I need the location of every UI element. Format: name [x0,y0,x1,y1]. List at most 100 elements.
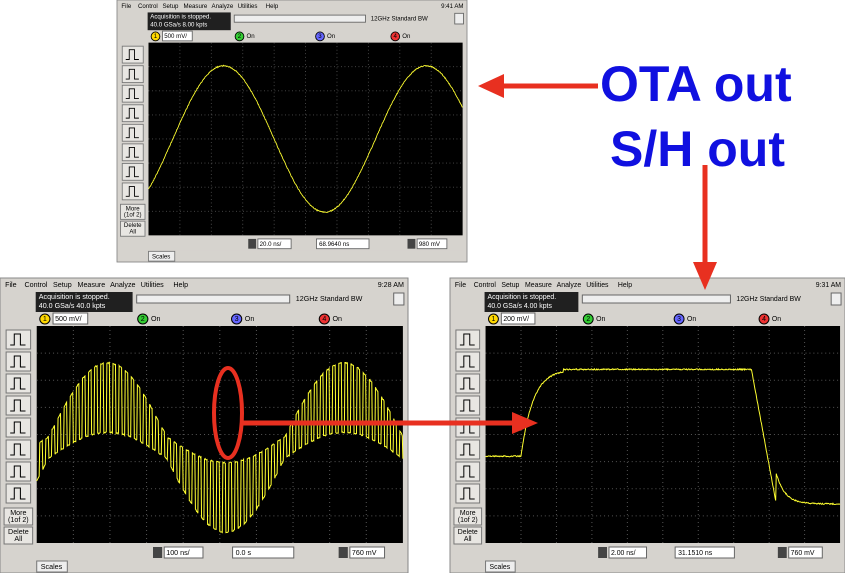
menu-item[interactable]: File [121,3,131,10]
channel-number: 1 [154,33,158,40]
menu-item[interactable]: Measure [184,3,208,10]
tool-button[interactable] [122,124,143,141]
bandwidth: 12GHz Standard BW [736,296,801,303]
side-button-label: (1of 2) [124,212,142,219]
status: Acquisition is stopped. [39,294,110,301]
tool-button[interactable] [456,352,480,371]
side-button-label: All [464,536,472,543]
menu-item[interactable]: Measure [525,282,552,289]
channel-on: On [596,316,605,323]
tool-button[interactable] [456,462,480,481]
channel-on: On [327,33,336,40]
status: Acquisition is stopped. [488,294,557,301]
minimize[interactable] [831,293,841,305]
trigger-level: 760 mV [791,550,815,557]
side-button-label: (1of 2) [458,517,478,524]
arrow-head [478,74,504,98]
side-button-label: All [129,228,136,235]
side-button-label: All [14,536,22,543]
h-icon [248,239,256,249]
menu-item[interactable]: Control [474,282,497,289]
minimize[interactable] [394,293,404,305]
menu-item[interactable]: File [455,282,466,289]
channel-number: 4 [762,316,766,323]
tool-button[interactable] [6,396,30,415]
menu-item[interactable]: Utilities [586,282,609,289]
tool-button[interactable] [6,440,30,459]
tool-button[interactable] [122,144,143,161]
menu-item[interactable]: Help [266,3,279,10]
tool-button[interactable] [6,462,30,481]
memory-bar [582,295,730,303]
acquisition: 40.0 GSa/s 4.00 kpts [488,303,553,310]
tool-button[interactable] [122,183,143,200]
tool-button[interactable] [122,105,143,122]
tool-button[interactable] [6,418,30,437]
label-ota: OTA out [600,56,792,112]
side-button-label: Delete [458,529,478,536]
menu-item[interactable]: Analyze [212,3,234,10]
memory-bar [137,295,290,303]
side-button-label: More [10,510,26,517]
menu-item[interactable]: Setup [163,3,180,10]
channel-number: 1 [43,316,47,323]
tool-button[interactable] [456,484,480,503]
menu-item[interactable]: Utilities [238,3,258,10]
tool-button[interactable] [456,440,480,459]
clock: 9:28 AM [378,282,404,289]
minimize[interactable] [455,13,464,24]
scope-window: File Control Setup Measure Analyze Utilities H… [117,0,467,262]
tool-button[interactable] [122,66,143,83]
channel-on: On [333,316,343,323]
tool-button[interactable] [456,374,480,393]
side-button-label: More [460,510,476,517]
menu-item[interactable]: File [5,282,17,289]
tool-button[interactable] [6,374,30,393]
tool-button[interactable] [6,484,30,503]
channel-number: 3 [677,316,681,323]
delay: 31.1510 ns [678,550,713,557]
timebase: 2.00 ns/ [611,550,636,557]
channel-on: On [151,316,161,323]
bottom-bar [486,545,842,560]
channel-number: 2 [238,33,242,40]
tab-label: Scales [490,564,511,571]
tool-button[interactable] [6,330,30,349]
menu-item[interactable]: Measure [78,282,106,289]
channel-number: 2 [141,316,145,323]
menu-item[interactable]: Help [173,282,188,289]
trigger-level: 980 mV [419,241,441,248]
channel-scale: 200 mV/ [503,316,529,323]
tool-button[interactable] [122,85,143,102]
menu-item[interactable]: Control [24,282,47,289]
tool-button[interactable] [122,163,143,180]
bottom-bar [149,237,464,250]
status: Acquisition is stopped. [150,13,211,20]
menu-item[interactable]: Setup [501,282,519,289]
tab-label: Scales [41,564,63,571]
trigger-level: 760 mV [352,550,377,557]
menu-item[interactable]: Analyze [557,282,582,289]
channel-scale: 500 mV/ [164,33,187,40]
tool-button[interactable] [6,352,30,371]
menu-item[interactable]: Utilities [141,282,164,289]
timebase: 100 ns/ [166,550,189,557]
channel-on: On [402,33,411,40]
clock: 9:31 AM [816,282,842,289]
menu-item[interactable]: Analyze [110,282,135,289]
t-icon [339,547,348,558]
delay: 0.0 s [236,550,252,557]
menu-item[interactable]: Control [138,3,158,10]
bottom-bar [37,545,404,560]
tool-button[interactable] [122,46,143,63]
menu-item[interactable]: Help [618,282,632,289]
channel-number: 4 [394,33,398,40]
channel-on: On [772,316,781,323]
channel-on: On [687,316,696,323]
tool-button[interactable] [456,396,480,415]
channel-number: 3 [235,316,239,323]
menu-item[interactable]: Setup [53,282,72,289]
tool-button[interactable] [456,330,480,349]
t-icon [778,547,787,558]
side-button-label: Delete [8,529,29,536]
